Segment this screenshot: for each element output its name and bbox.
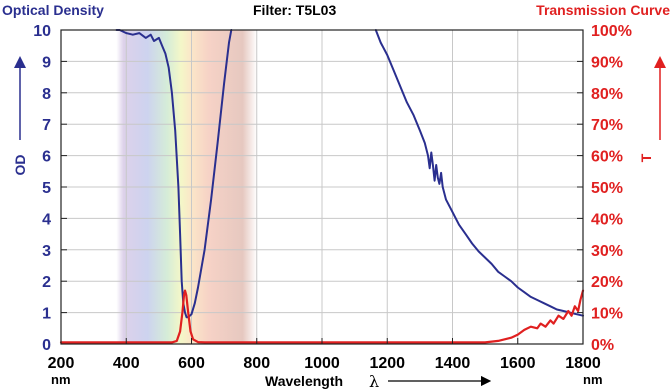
x-tick-label: 800 (243, 355, 270, 372)
od-curve-2 (374, 29, 584, 317)
y-right-tick-label: 30% (591, 243, 623, 260)
y-left-tick-label: 10 (33, 23, 51, 40)
od-curve-1 (115, 29, 233, 319)
x-tick-label: 1800 (565, 355, 601, 372)
series-group (59, 29, 585, 344)
header-center-title: Filter: T5L03 (253, 2, 336, 18)
y-right-tick-label: 100% (591, 23, 632, 40)
y-right-tick-label: 40% (591, 211, 623, 228)
y-right-tick-label: 10% (591, 306, 623, 323)
x-tick-label: 600 (178, 355, 205, 372)
y-left-tick-label: 4 (42, 211, 51, 228)
y-right-tick-label: 20% (591, 274, 623, 291)
tick-labels: 200 400 600 800 1000 1200 1400 1600 1800 0 1 2 3 4 5 6 7… (33, 23, 632, 372)
y-right-tick-label: 70% (591, 117, 623, 134)
x-tick-label: 1200 (369, 355, 405, 372)
x-tick-label: 1000 (304, 355, 340, 372)
x-tick-label: 400 (113, 355, 140, 372)
x-unit-right: nm (583, 372, 603, 387)
x-tick-label: 1400 (435, 355, 471, 372)
y-left-axis-label: OD (12, 155, 28, 176)
x-axis-label: Wavelength (265, 373, 343, 389)
y-left-tick-label: 1 (42, 306, 51, 323)
y-left-tick-label: 2 (42, 274, 51, 291)
header-left-title: Optical Density (2, 2, 104, 18)
y-right-tick-label: 60% (591, 149, 623, 166)
y-right-tick-label: 80% (591, 86, 623, 103)
y-right-tick-label: 50% (591, 180, 623, 197)
y-right-tick-label: 90% (591, 54, 623, 71)
y-left-tick-label: 5 (42, 180, 51, 197)
y-left-tick-label: 0 (42, 337, 51, 354)
y-left-tick-label: 3 (42, 243, 51, 260)
y-left-tick-label: 8 (42, 86, 51, 103)
x-tick-label: 200 (48, 355, 75, 372)
y-left-tick-label: 9 (42, 54, 51, 71)
x-tick-label: 1600 (500, 355, 536, 372)
y-right-axis-label: T (638, 153, 654, 162)
grid (61, 30, 583, 344)
transmission-curve (59, 289, 585, 344)
x-axis-lambda: λ (369, 372, 379, 391)
x-unit-left: nm (51, 372, 71, 387)
tick-marks (60, 29, 584, 345)
header-right-title: Transmission Curve (536, 2, 670, 18)
y-left-tick-label: 6 (42, 149, 51, 166)
y-left-tick-label: 7 (42, 117, 51, 134)
y-right-tick-label: 0% (591, 337, 614, 354)
